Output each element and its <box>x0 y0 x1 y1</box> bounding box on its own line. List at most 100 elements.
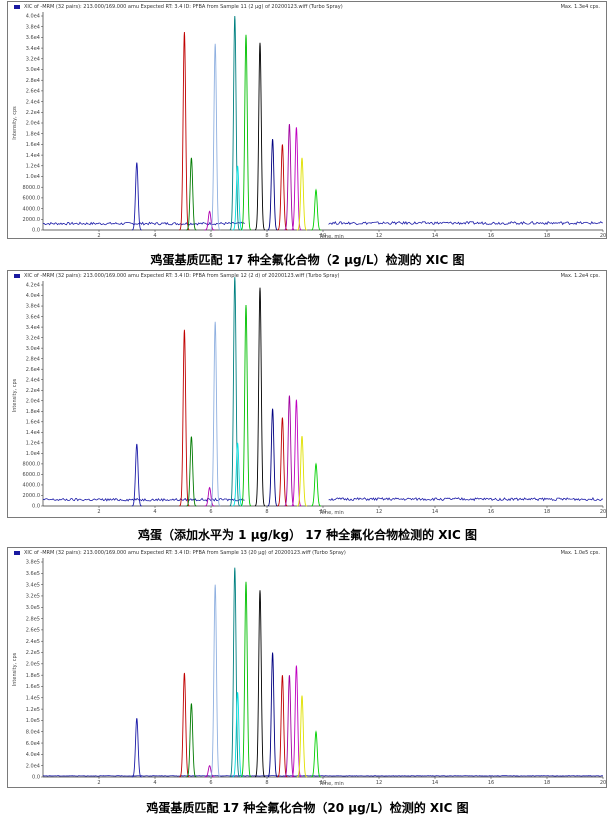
y-tick-label: 2.6e5 <box>26 628 40 634</box>
peak-trace <box>267 408 278 507</box>
y-tick-label: 3.0e5 <box>26 605 40 611</box>
peak-trace <box>179 329 190 507</box>
chromatogram-panel-3: XIC of -MRM (32 pairs): 213.000/169.000 … <box>7 547 607 788</box>
y-tick-label: 2.2e4 <box>26 388 40 394</box>
peak-trace <box>210 321 221 507</box>
x-tick-label: 18 <box>544 509 550 515</box>
x-tick-label: 6 <box>209 509 212 515</box>
peak-trace <box>296 157 308 231</box>
y-tick-label: 3.4e5 <box>26 582 40 588</box>
peak-trace <box>291 399 302 507</box>
x-tick-label: 2 <box>97 780 100 786</box>
peak-trace <box>291 127 302 231</box>
y-tick-label: 2.8e4 <box>26 356 40 362</box>
y-tick-label: 4.0e4 <box>26 14 40 20</box>
header-text: XIC of -MRM (32 pairs): 213.000/169.000 … <box>24 273 340 279</box>
max-intensity-label: Max. 1.0e5 cps. <box>560 550 600 556</box>
series-color-swatch <box>14 273 20 278</box>
peak-trace <box>210 584 221 778</box>
peak-trace <box>179 32 190 231</box>
peak-trace <box>254 42 266 231</box>
y-tick-label: 1.6e5 <box>26 684 40 690</box>
peak-trace <box>284 395 295 507</box>
x-tick-label: 16 <box>488 509 494 515</box>
peak-trace <box>284 675 295 778</box>
xic-chart-3: 3.8e5 3.6e5 3.4e5 3.2e5 3.0e5 2.8e5 2.6e5 2.4e5… <box>12 558 606 787</box>
peak-trace <box>240 304 252 507</box>
y-tick-label: 1.6e4 <box>26 142 40 148</box>
figure-caption-1: 鸡蛋基质匹配 17 种全氟化合物（2 μg/L）检测的 XIC 图 <box>150 253 465 267</box>
baseline-trace <box>328 496 604 502</box>
peak-trace <box>204 210 215 231</box>
y-tick-label: 1.4e5 <box>26 695 40 701</box>
peak-trace <box>204 765 215 778</box>
y-tick-label: 1.2e4 <box>26 164 40 170</box>
x-axis-label: Time, min <box>318 781 344 787</box>
chromatogram-panel-2: XIC of -MRM (32 pairs): 213.000/169.000 … <box>7 270 607 518</box>
y-tick-label: 1.0e4 <box>26 174 40 180</box>
y-tick-label: 3.0e4 <box>26 346 40 352</box>
xic-chart-1: 4.0e4 3.8e4 3.6e4 3.4e4 3.2e4 3.0e4 2.8e4 2.6e4… <box>12 12 606 238</box>
peak-trace <box>131 718 142 778</box>
y-axis-label: Intensity, cps <box>12 652 18 686</box>
y-tick-label: 1.6e4 <box>26 420 40 426</box>
peak-trace <box>277 417 288 507</box>
y-tick-label: 0.0 <box>32 504 40 510</box>
y-tick-label: 2.2e4 <box>26 110 40 116</box>
peak-trace <box>277 144 288 231</box>
y-tick-label: 3.2e4 <box>26 57 40 63</box>
x-tick-label: 14 <box>432 509 438 515</box>
y-tick-label: 1.8e4 <box>26 131 40 137</box>
y-tick-label: 0.0 <box>32 775 40 781</box>
peak-trace <box>240 34 252 231</box>
baseline-trace <box>42 221 245 226</box>
series-color-swatch <box>14 550 20 555</box>
max-intensity-label: Max. 1.2e4 cps. <box>560 273 600 279</box>
x-tick-label: 8 <box>265 780 268 786</box>
x-tick-label: 16 <box>488 780 494 786</box>
peak-trace <box>229 277 240 507</box>
y-tick-label: 2.2e5 <box>26 650 40 656</box>
peak-trace <box>186 157 197 231</box>
peak-trace <box>240 581 252 778</box>
y-tick-label: 4.0e4 <box>26 752 40 758</box>
peak-trace <box>186 436 197 507</box>
panel-header: XIC of -MRM (32 pairs): 213.000/169.000 … <box>14 549 600 557</box>
y-tick-label: 4000.0 <box>23 206 41 212</box>
x-axis-label: Time, min <box>318 234 344 238</box>
y-tick-label: 8.0e4 <box>26 729 40 735</box>
y-tick-label: 8000.0 <box>23 185 41 191</box>
x-tick-label: 10 <box>320 233 326 238</box>
peak-trace <box>310 462 322 507</box>
max-intensity-label: Max. 1.3e4 cps. <box>560 4 600 10</box>
y-tick-label: 4.0e4 <box>26 293 40 299</box>
peak-trace <box>254 287 266 507</box>
y-tick-label: 2.4e5 <box>26 639 40 645</box>
y-tick-label: 1.2e4 <box>26 441 40 447</box>
header-text: XIC of -MRM (32 pairs): 213.000/169.000 … <box>24 550 346 556</box>
series-color-swatch <box>14 4 20 9</box>
y-tick-label: 2.0e5 <box>26 662 40 668</box>
y-tick-label: 3.4e4 <box>26 325 40 331</box>
y-tick-label: 2.8e5 <box>26 616 40 622</box>
peak-trace <box>131 162 142 231</box>
peak-trace <box>277 675 288 778</box>
baseline-trace <box>328 220 604 226</box>
y-tick-label: 3.2e5 <box>26 594 40 600</box>
y-tick-label: 2.0e4 <box>26 763 40 769</box>
x-tick-label: 18 <box>544 233 550 238</box>
y-axis-label: Intensity, cps <box>12 378 18 412</box>
y-tick-label: 3.2e4 <box>26 335 40 341</box>
x-tick-label: 2 <box>97 509 100 515</box>
peak-trace <box>204 486 215 507</box>
y-tick-label: 6.0e4 <box>26 741 40 747</box>
y-tick-label: 2.8e4 <box>26 78 40 84</box>
y-tick-label: 1.8e4 <box>26 409 40 415</box>
y-tick-label: 2.6e4 <box>26 89 40 95</box>
y-tick-label: 3.8e4 <box>26 24 40 30</box>
y-axis-label: Intensity, cps <box>12 106 18 140</box>
peak-trace <box>186 703 197 778</box>
y-tick-label: 2.4e4 <box>26 377 40 383</box>
peak-trace <box>229 15 240 231</box>
x-tick-label: 20 <box>600 780 606 786</box>
